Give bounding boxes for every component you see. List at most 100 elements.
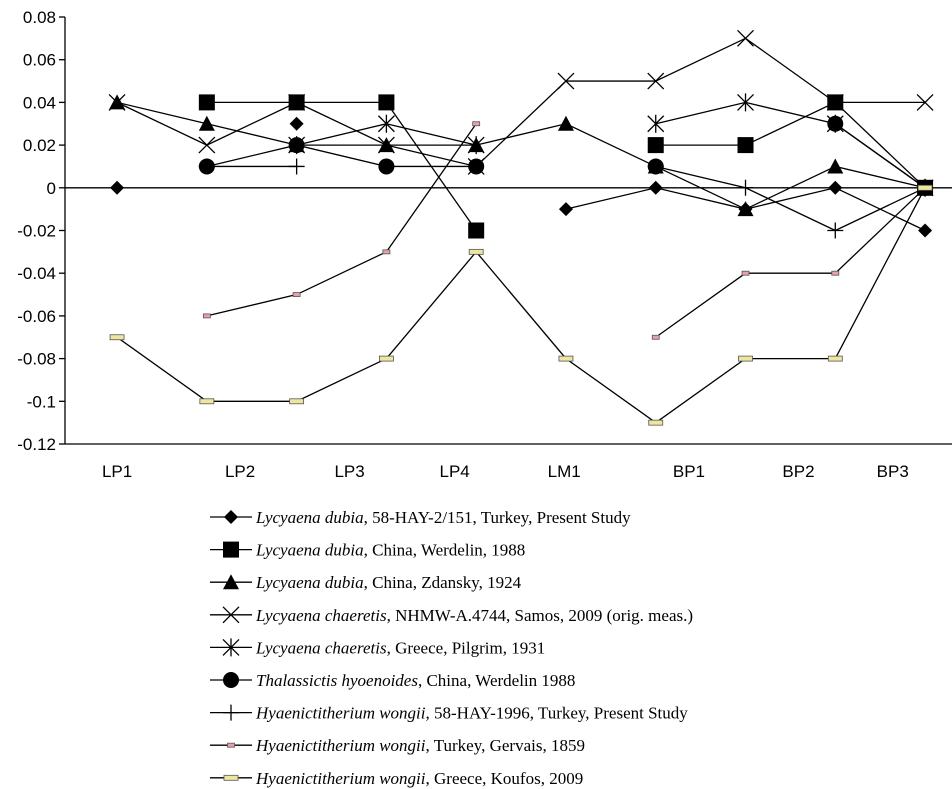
- marker-part: [738, 355, 753, 362]
- marker: [288, 137, 305, 154]
- marker-part: [378, 158, 395, 175]
- marker-part: [198, 94, 215, 111]
- marker: [377, 114, 395, 133]
- marker: [109, 334, 125, 341]
- marker-part: [468, 158, 485, 175]
- x-tick-label: LP2: [225, 462, 255, 481]
- marker: [558, 355, 574, 362]
- y-tick-label: 0: [47, 179, 56, 198]
- marker: [651, 334, 660, 340]
- marker: [828, 180, 843, 195]
- marker-part: [288, 137, 305, 154]
- x-tick-label: BP1: [673, 462, 705, 481]
- marker-part: [288, 158, 305, 175]
- marker: [468, 158, 485, 175]
- series-line: [116, 101, 926, 210]
- marker-part: [108, 93, 126, 111]
- marker-part: [737, 93, 754, 112]
- marker-part: [828, 180, 843, 195]
- marker: [741, 270, 750, 276]
- marker-part: [198, 115, 215, 131]
- marker: [223, 774, 239, 781]
- marker: [382, 249, 391, 255]
- marker-part: [227, 742, 235, 748]
- series-line: [206, 123, 477, 317]
- series-line: [116, 37, 926, 168]
- marker-part: [377, 114, 395, 133]
- marker-part: [737, 179, 754, 196]
- marker: [198, 136, 216, 154]
- marker-part: [198, 136, 216, 154]
- y-tick-label: -0.06: [17, 307, 56, 326]
- series-line: [834, 123, 926, 189]
- marker: [918, 223, 933, 238]
- marker-part: [289, 398, 305, 405]
- marker-part: [916, 93, 934, 111]
- marker: [557, 72, 575, 90]
- marker-part: [647, 72, 665, 90]
- marker-part: [917, 184, 933, 191]
- marker-part: [651, 334, 660, 340]
- marker: [827, 158, 844, 174]
- legend-label: Lycyaena chaeretis, NHMW-A.4744, Samos, …: [255, 606, 693, 625]
- legend-label: Thalassictis hyoenoides, China, Werdelin…: [256, 671, 575, 690]
- marker: [737, 137, 754, 154]
- marker-part: [827, 222, 844, 239]
- y-tick-label: 0.08: [23, 8, 56, 27]
- legend-label: Lycyaena dubia, 58-HAY-2/151, Turkey, Pr…: [255, 508, 631, 527]
- marker: [468, 248, 484, 255]
- marker: [222, 606, 240, 624]
- marker-part: [827, 115, 844, 132]
- marker-part: [223, 774, 239, 781]
- marker-part: [223, 704, 239, 721]
- x-tick-label: LP1: [102, 462, 132, 481]
- marker-part: [222, 606, 240, 624]
- y-tick-label: -0.08: [17, 350, 56, 369]
- marker: [377, 136, 395, 154]
- marker: [289, 116, 304, 131]
- marker: [647, 158, 664, 175]
- legend-label: Hyaenictitherium wongii, 58-HAY-1996, Tu…: [255, 704, 688, 723]
- marker: [223, 672, 239, 688]
- legend-label: Hyaenictitherium wongii, Turkey, Gervais…: [255, 736, 585, 755]
- marker: [647, 137, 664, 154]
- marker-part: [741, 270, 750, 276]
- marker-part: [737, 137, 754, 154]
- x-tick-label: LM1: [548, 462, 581, 481]
- marker-part: [378, 94, 395, 111]
- marker: [379, 355, 394, 362]
- marker: [737, 201, 754, 217]
- marker: [648, 419, 664, 426]
- marker: [827, 355, 843, 362]
- marker: [223, 574, 239, 590]
- marker: [199, 398, 215, 405]
- marker: [202, 313, 211, 319]
- marker: [831, 270, 840, 276]
- x-tick-label: LP3: [334, 462, 364, 481]
- marker: [222, 638, 240, 657]
- marker: [827, 222, 844, 239]
- marker-part: [737, 29, 754, 47]
- marker-part: [831, 270, 840, 276]
- marker-part: [223, 672, 239, 688]
- legend-label: Lycyaena dubia, China, Werdelin, 1988: [255, 541, 525, 560]
- marker-part: [468, 222, 485, 239]
- marker-part: [223, 541, 239, 558]
- marker: [737, 29, 754, 47]
- marker: [224, 510, 238, 524]
- marker-part: [379, 355, 394, 362]
- marker: [737, 93, 754, 112]
- marker-part: [648, 419, 664, 426]
- x-tick-label: BP3: [877, 462, 909, 481]
- y-tick-label: -0.1: [27, 392, 56, 411]
- marker-part: [647, 137, 664, 154]
- marker: [227, 742, 235, 748]
- marker-part: [648, 180, 663, 195]
- marker: [917, 184, 933, 191]
- marker-part: [918, 223, 933, 238]
- marker: [826, 93, 844, 111]
- marker: [738, 355, 753, 362]
- marker: [223, 541, 239, 558]
- marker-part: [558, 202, 573, 217]
